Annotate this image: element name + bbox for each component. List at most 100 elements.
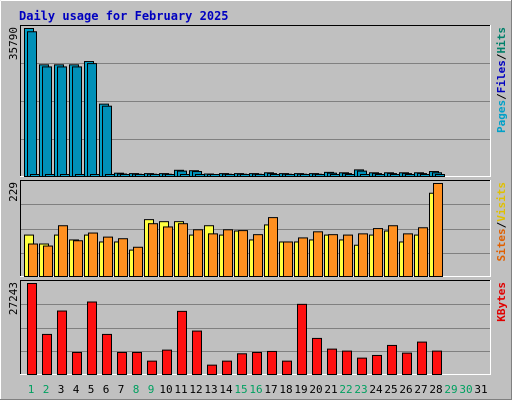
legend-entry-files: Files — [495, 60, 508, 93]
x-tick-label-day-22: 22 — [339, 383, 352, 396]
bar-hits_files_pages-pages-day-19 — [300, 174, 310, 177]
bar-visits_sites-visits-day-11 — [178, 223, 188, 278]
x-tick-label-day-15: 15 — [234, 383, 247, 396]
bar-visits_sites-visits-day-6 — [103, 236, 113, 277]
bar-hits_files_pages-pages-day-25 — [390, 174, 400, 177]
bar-hits_files_pages-pages-day-9 — [150, 174, 160, 177]
bar-kbytes-kbytes-day-14 — [222, 360, 232, 375]
bar-hits_files_pages-pages-day-21 — [330, 174, 340, 177]
bar-visits_sites-visits-day-24 — [373, 228, 383, 277]
bar-hits_files_pages-pages-day-4 — [75, 174, 85, 177]
x-tick-label-day-18: 18 — [279, 383, 292, 396]
bar-kbytes-kbytes-day-23 — [357, 357, 367, 376]
legend-entry-: / — [495, 221, 508, 228]
x-tick-label-day-9: 9 — [148, 383, 155, 396]
bar-kbytes-kbytes-day-12 — [192, 330, 202, 375]
bar-hits_files_pages-pages-day-16 — [255, 174, 265, 177]
legend-entry-: / — [495, 53, 508, 60]
bar-hits_files_pages-pages-day-17 — [270, 174, 280, 177]
x-tick-label-day-19: 19 — [294, 383, 307, 396]
x-tick-label-day-10: 10 — [159, 383, 172, 396]
bar-visits_sites-visits-day-4 — [73, 240, 83, 277]
bar-kbytes-kbytes-day-25 — [387, 344, 397, 376]
bar-hits_files_pages-files-day-3 — [57, 66, 67, 177]
x-tick-label-day-16: 16 — [249, 383, 262, 396]
bar-visits_sites-visits-day-1 — [28, 243, 38, 277]
x-tick-label-day-29: 29 — [444, 383, 457, 396]
x-tick-label-day-28: 28 — [429, 383, 442, 396]
bar-visits_sites-visits-day-3 — [58, 225, 68, 277]
x-tick-label-day-8: 8 — [133, 383, 140, 396]
bar-hits_files_pages-files-day-2 — [42, 66, 52, 177]
bar-kbytes-kbytes-day-20 — [312, 337, 322, 376]
bar-hits_files_pages-pages-day-28 — [435, 174, 445, 177]
x-tick-label-day-25: 25 — [384, 383, 397, 396]
bar-visits_sites-visits-day-10 — [163, 226, 173, 277]
panel-visits_sites-max-label: 229 — [7, 182, 20, 202]
bar-hits_files_pages-pages-day-23 — [360, 174, 370, 177]
x-tick-label-day-31: 31 — [474, 383, 487, 396]
bar-kbytes-kbytes-day-17 — [267, 350, 277, 375]
bar-visits_sites-visits-day-14 — [223, 229, 233, 277]
panel-kbytes-max-label: 27243 — [7, 282, 20, 315]
bar-kbytes-kbytes-day-10 — [162, 349, 172, 375]
legend-entry-: / — [495, 93, 508, 100]
x-tick-label-day-21: 21 — [324, 383, 337, 396]
bar-hits_files_pages-pages-day-26 — [405, 174, 415, 177]
bar-visits_sites-visits-day-12 — [193, 229, 203, 277]
bar-kbytes-kbytes-day-16 — [252, 351, 262, 376]
bar-visits_sites-visits-day-20 — [313, 231, 323, 278]
x-tick-label-day-13: 13 — [204, 383, 217, 396]
bar-hits_files_pages-pages-day-1 — [30, 174, 40, 177]
bar-hits_files_pages-files-day-1 — [27, 31, 37, 178]
bar-hits_files_pages-pages-day-3 — [60, 174, 70, 177]
bar-kbytes-kbytes-day-28 — [432, 350, 442, 376]
legend-entry-sites: Sites — [495, 228, 508, 261]
bar-hits_files_pages-pages-day-8 — [135, 174, 145, 177]
bar-kbytes-kbytes-day-18 — [282, 360, 292, 375]
legend-entry-hits: Hits — [495, 27, 508, 54]
bar-visits_sites-visits-day-27 — [418, 227, 428, 277]
bar-hits_files_pages-files-day-5 — [87, 63, 97, 177]
bar-visits_sites-visits-day-21 — [328, 234, 338, 277]
bar-kbytes-kbytes-day-19 — [297, 303, 307, 376]
legend-entry-visits: Visits — [495, 182, 508, 222]
bar-visits_sites-visits-day-13 — [208, 233, 218, 277]
bar-kbytes-kbytes-day-24 — [372, 354, 382, 375]
bar-visits_sites-visits-day-16 — [253, 234, 263, 277]
x-tick-label-day-30: 30 — [459, 383, 472, 396]
bar-hits_files_pages-pages-day-24 — [375, 174, 385, 177]
bar-visits_sites-visits-day-22 — [343, 234, 353, 277]
bar-kbytes-kbytes-day-4 — [72, 351, 82, 376]
bar-hits_files_pages-pages-day-6 — [105, 174, 115, 177]
bar-visits_sites-visits-day-19 — [298, 237, 308, 278]
x-tick-label-day-23: 23 — [354, 383, 367, 396]
bar-hits_files_pages-pages-day-18 — [285, 174, 295, 177]
bar-visits_sites-visits-day-5 — [88, 232, 98, 277]
bar-kbytes-kbytes-day-27 — [417, 341, 427, 376]
bar-kbytes-kbytes-day-26 — [402, 352, 412, 376]
x-tick-label-day-1: 1 — [28, 383, 35, 396]
bar-hits_files_pages-pages-day-7 — [120, 174, 130, 177]
x-tick-label-day-14: 14 — [219, 383, 233, 396]
bar-visits_sites-visits-day-17 — [268, 217, 278, 278]
bar-hits_files_pages-pages-day-12 — [195, 174, 205, 177]
bar-kbytes-kbytes-day-11 — [177, 310, 187, 376]
bar-hits_files_pages-files-day-4 — [72, 66, 82, 177]
panel-hits_files_pages-max-label: 35790 — [7, 27, 20, 60]
bar-kbytes-kbytes-day-5 — [87, 301, 97, 375]
x-tick-label-day-11: 11 — [174, 383, 187, 396]
bar-kbytes-kbytes-day-1 — [27, 283, 37, 375]
x-tick-label-day-27: 27 — [414, 383, 427, 396]
x-tick-label-day-4: 4 — [73, 383, 80, 396]
bar-hits_files_pages-pages-day-2 — [45, 174, 55, 177]
bar-visits_sites-visits-day-26 — [403, 233, 413, 277]
bar-hits_files_pages-pages-day-22 — [345, 174, 355, 177]
x-tick-label-day-24: 24 — [369, 383, 383, 396]
bar-hits_files_pages-pages-day-10 — [165, 174, 175, 177]
x-tick-label-day-20: 20 — [309, 383, 322, 396]
bar-kbytes-kbytes-day-15 — [237, 353, 247, 376]
legend-entry-kbytes: KBytes — [495, 282, 508, 322]
bar-hits_files_pages-pages-day-20 — [315, 174, 325, 177]
